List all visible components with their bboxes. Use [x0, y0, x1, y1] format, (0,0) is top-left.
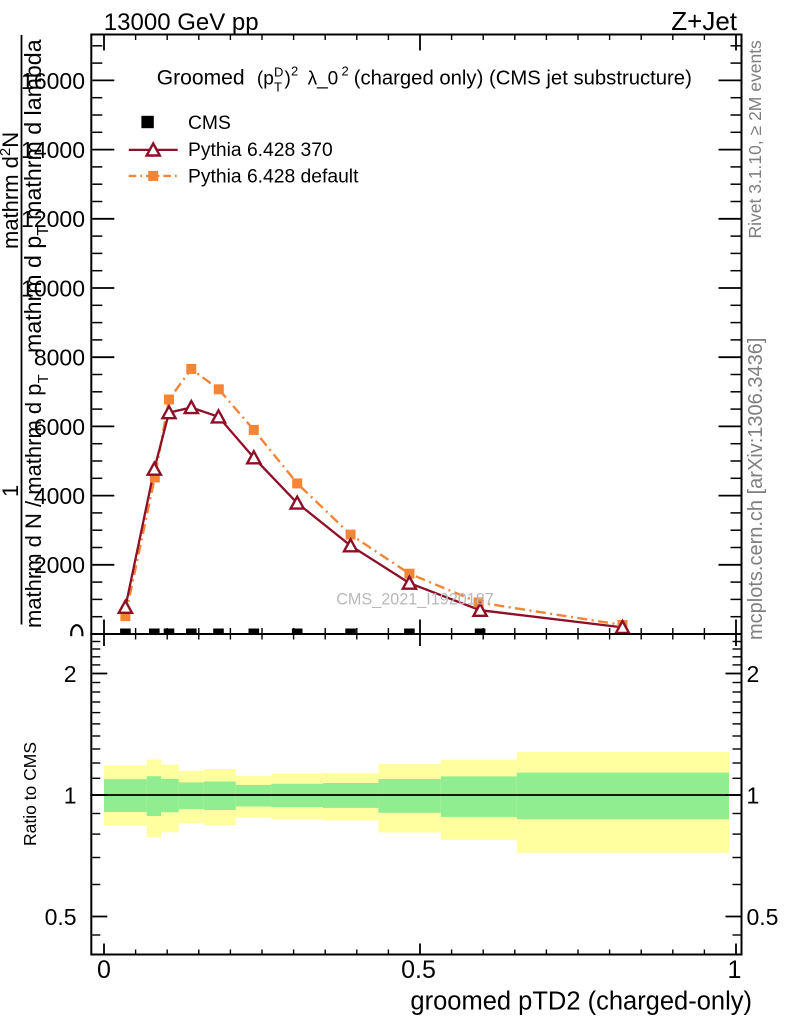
svg-text:1: 1 [64, 782, 77, 808]
svg-text:2: 2 [64, 661, 77, 687]
svg-text:groomed pTD2 (charged-only): groomed pTD2 (charged-only) [410, 988, 752, 1016]
svg-text:): ) [285, 68, 291, 89]
svg-text:Rivet 3.1.10, ≥ 2M events: Rivet 3.1.10, ≥ 2M events [745, 40, 765, 239]
svg-text:(charged only) (CMS jet substr: (charged only) (CMS jet substructure) [354, 67, 692, 89]
svg-text:0.5: 0.5 [747, 904, 779, 930]
svg-text:D: D [274, 64, 283, 79]
svg-text:CMS_2021_I1920187: CMS_2021_I1920187 [336, 591, 494, 609]
svg-text:14000: 14000 [21, 137, 85, 163]
svg-text:13000 GeV pp: 13000 GeV pp [104, 9, 259, 36]
svg-text:0: 0 [97, 956, 111, 984]
svg-text:1: 1 [747, 782, 760, 808]
svg-text:Groomed: Groomed [157, 66, 245, 89]
svg-text:1: 1 [728, 956, 742, 984]
svg-text:2: 2 [747, 661, 760, 687]
svg-text:16000: 16000 [21, 68, 85, 94]
svg-text:mathrm d2N: mathrm d2N [0, 132, 23, 249]
svg-text:10000: 10000 [21, 275, 85, 301]
svg-text:Z+Jet: Z+Jet [671, 6, 738, 36]
svg-text:T: T [274, 79, 282, 94]
svg-text:Pythia 6.428 370: Pythia 6.428 370 [188, 140, 333, 161]
svg-text:(p: (p [257, 68, 274, 89]
svg-text:1: 1 [0, 485, 23, 497]
svg-text:2: 2 [291, 63, 298, 78]
svg-text:2: 2 [342, 63, 349, 78]
svg-text:mcplots.cern.ch [arXiv:1306.34: mcplots.cern.ch [arXiv:1306.3436] [745, 338, 767, 640]
svg-text:2000: 2000 [34, 552, 85, 578]
svg-text:12000: 12000 [21, 206, 85, 232]
svg-text:8000: 8000 [34, 345, 85, 371]
svg-text:0.5: 0.5 [45, 904, 77, 930]
svg-text:λ_0: λ_0 [308, 68, 339, 89]
svg-text:CMS: CMS [188, 113, 231, 134]
svg-text:Pythia 6.428 default: Pythia 6.428 default [188, 166, 359, 187]
svg-text:Ratio to CMS: Ratio to CMS [20, 742, 40, 846]
svg-text:0.5: 0.5 [401, 956, 436, 984]
svg-text:6000: 6000 [34, 414, 85, 440]
svg-text:4000: 4000 [34, 483, 85, 509]
